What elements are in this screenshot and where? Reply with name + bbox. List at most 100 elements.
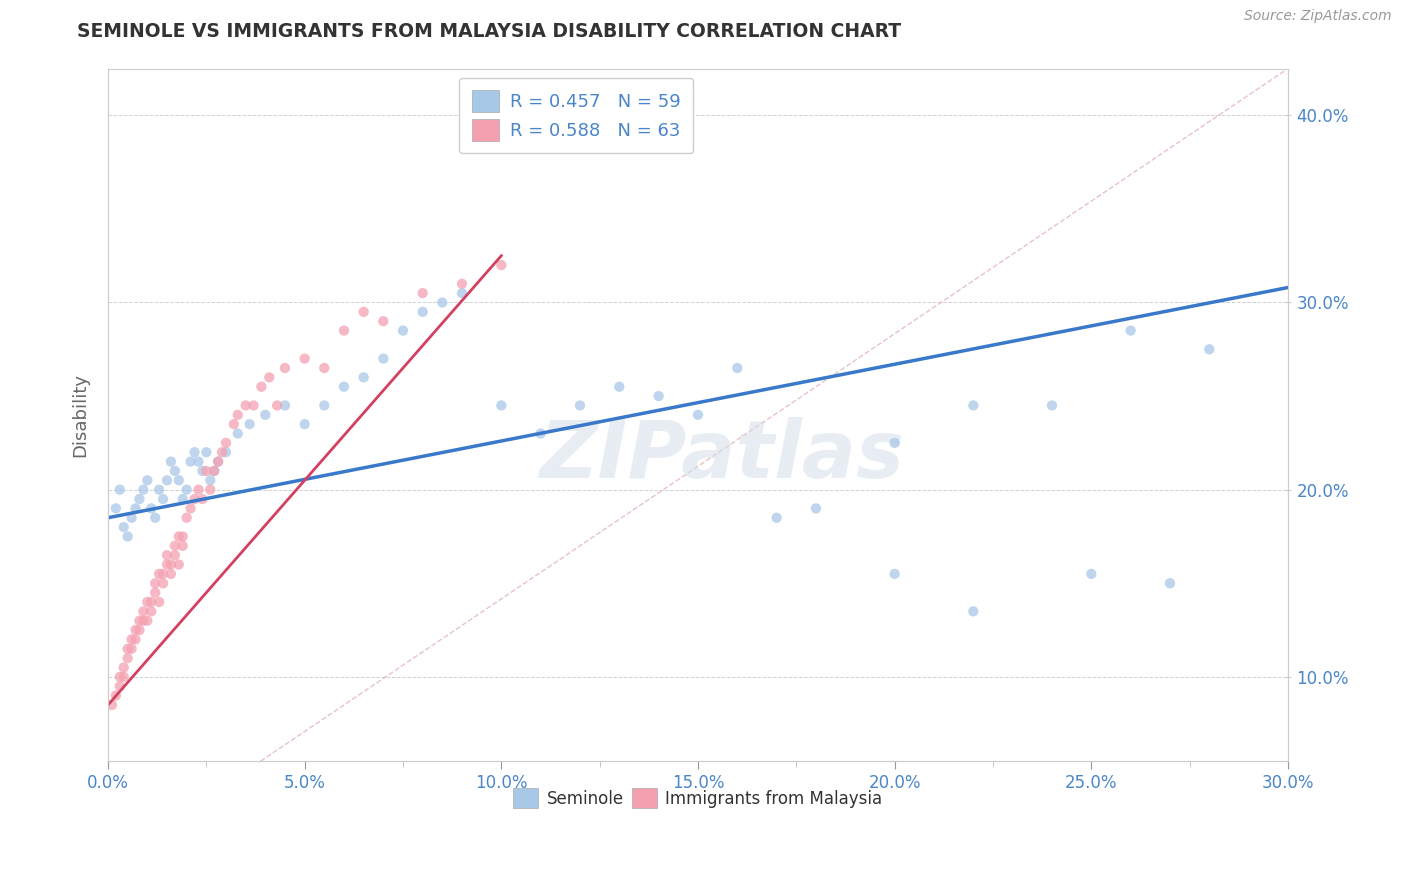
Point bbox=[104, 689, 127, 703]
Point bbox=[172, 539, 194, 553]
Point bbox=[373, 351, 395, 366]
Point bbox=[176, 483, 198, 497]
Point bbox=[765, 510, 787, 524]
Point bbox=[117, 651, 139, 665]
Point bbox=[226, 408, 249, 422]
Point bbox=[108, 670, 131, 684]
Point bbox=[152, 491, 174, 506]
Point bbox=[167, 529, 190, 543]
Point bbox=[191, 491, 214, 506]
Point bbox=[804, 501, 827, 516]
Point bbox=[124, 632, 146, 647]
Point bbox=[215, 445, 238, 459]
Point bbox=[160, 454, 183, 468]
Point bbox=[211, 445, 233, 459]
Point bbox=[141, 595, 163, 609]
Point bbox=[156, 548, 179, 562]
Point bbox=[143, 510, 166, 524]
Point bbox=[160, 566, 183, 581]
Point bbox=[207, 454, 229, 468]
Point bbox=[148, 483, 170, 497]
Point bbox=[108, 483, 131, 497]
Point bbox=[432, 295, 454, 310]
Point bbox=[152, 566, 174, 581]
Point bbox=[121, 641, 143, 656]
Point bbox=[143, 585, 166, 599]
Point bbox=[121, 510, 143, 524]
Point bbox=[187, 454, 209, 468]
Point bbox=[294, 351, 316, 366]
Point bbox=[136, 614, 159, 628]
Point bbox=[235, 399, 257, 413]
Point bbox=[962, 399, 984, 413]
Point bbox=[167, 473, 190, 487]
Legend: Seminole, Immigrants from Malaysia: Seminole, Immigrants from Malaysia bbox=[506, 781, 889, 815]
Point bbox=[172, 529, 194, 543]
Point bbox=[392, 324, 415, 338]
Point bbox=[124, 501, 146, 516]
Point bbox=[163, 539, 186, 553]
Point bbox=[163, 464, 186, 478]
Point bbox=[187, 483, 209, 497]
Point bbox=[200, 473, 222, 487]
Point bbox=[200, 483, 222, 497]
Point bbox=[491, 399, 513, 413]
Point bbox=[266, 399, 288, 413]
Point bbox=[451, 277, 474, 291]
Point bbox=[1159, 576, 1181, 591]
Point bbox=[412, 305, 434, 319]
Point bbox=[274, 399, 297, 413]
Point bbox=[207, 454, 229, 468]
Point bbox=[128, 491, 150, 506]
Point bbox=[163, 548, 186, 562]
Point bbox=[117, 641, 139, 656]
Point bbox=[1080, 566, 1102, 581]
Point bbox=[333, 324, 356, 338]
Point bbox=[132, 483, 155, 497]
Point bbox=[333, 380, 356, 394]
Point bbox=[215, 435, 238, 450]
Point bbox=[294, 417, 316, 432]
Point bbox=[121, 632, 143, 647]
Point bbox=[124, 623, 146, 637]
Point bbox=[148, 566, 170, 581]
Point bbox=[183, 491, 205, 506]
Point bbox=[136, 595, 159, 609]
Point bbox=[569, 399, 592, 413]
Point bbox=[373, 314, 395, 328]
Point bbox=[725, 361, 748, 376]
Point bbox=[172, 491, 194, 506]
Point bbox=[202, 464, 225, 478]
Point bbox=[128, 614, 150, 628]
Point bbox=[167, 558, 190, 572]
Point bbox=[141, 604, 163, 618]
Point bbox=[1198, 343, 1220, 357]
Point bbox=[132, 604, 155, 618]
Text: SEMINOLE VS IMMIGRANTS FROM MALAYSIA DISABILITY CORRELATION CHART: SEMINOLE VS IMMIGRANTS FROM MALAYSIA DIS… bbox=[77, 22, 901, 41]
Point bbox=[242, 399, 264, 413]
Point bbox=[314, 399, 336, 413]
Point bbox=[176, 510, 198, 524]
Point bbox=[607, 380, 630, 394]
Point bbox=[132, 614, 155, 628]
Point bbox=[101, 698, 124, 712]
Point bbox=[353, 370, 375, 384]
Point bbox=[104, 501, 127, 516]
Point bbox=[180, 501, 202, 516]
Point bbox=[136, 473, 159, 487]
Point bbox=[141, 501, 163, 516]
Point bbox=[686, 408, 709, 422]
Point bbox=[112, 660, 135, 674]
Point bbox=[259, 370, 281, 384]
Point bbox=[156, 558, 179, 572]
Point bbox=[491, 258, 513, 272]
Point bbox=[195, 464, 218, 478]
Point bbox=[160, 558, 183, 572]
Point bbox=[180, 454, 202, 468]
Point bbox=[143, 576, 166, 591]
Text: ZIPatlas: ZIPatlas bbox=[538, 417, 904, 495]
Point bbox=[239, 417, 262, 432]
Point bbox=[128, 623, 150, 637]
Point bbox=[1040, 399, 1063, 413]
Point bbox=[195, 445, 218, 459]
